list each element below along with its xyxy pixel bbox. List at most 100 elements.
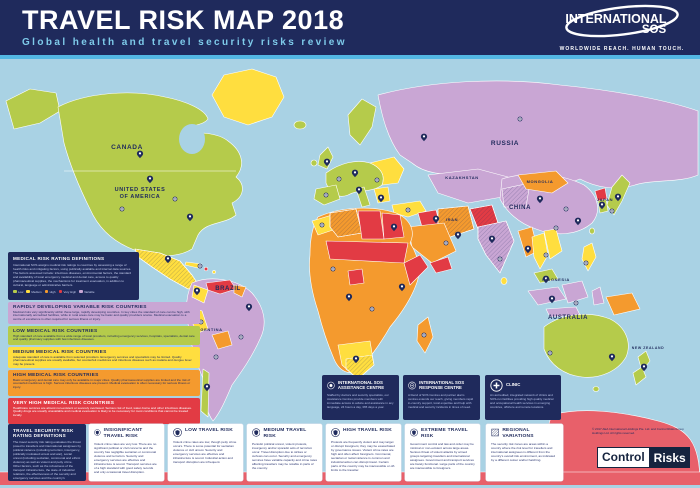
clinic-location-icon xyxy=(323,192,329,198)
security-risk-card: EXTREME TRAVEL RISK Government control an… xyxy=(405,424,480,481)
page-title: TRAVEL RISK MAP 2018 xyxy=(22,5,345,35)
card-body: Violent crime rates are low, though pett… xyxy=(173,439,237,464)
clinic-location-icon xyxy=(563,206,569,212)
country-libya xyxy=(357,210,385,240)
assistance-centre-pin-icon xyxy=(355,186,363,195)
medical-definitions-box: MEDICAL RISK RATING DEFINITIONS Internat… xyxy=(8,252,139,300)
country-label: ARGENTINA xyxy=(193,327,222,332)
clinic-location-icon xyxy=(553,225,559,231)
security-risk-card: INSIGNIFICANT TRAVEL RISK Violent crime r… xyxy=(89,424,164,481)
clinic-location-icon xyxy=(119,206,125,212)
page-subtitle: Global health and travel security risks … xyxy=(22,37,347,48)
security-definitions-body: The travel security risk rating evaluate… xyxy=(13,440,81,481)
country-label: RUSSIA xyxy=(491,140,519,147)
country-chile xyxy=(200,368,210,418)
country-tasmania xyxy=(592,386,600,392)
card-head: EXTREME TRAVEL RISK xyxy=(410,428,475,439)
country-australia xyxy=(543,314,629,378)
color-swatch-label: Medium xyxy=(31,289,42,294)
country-bolivia xyxy=(211,330,233,350)
clinic-location-icon xyxy=(609,208,615,214)
country-haiti xyxy=(203,266,209,272)
clinic-location-icon xyxy=(319,222,325,228)
country-borneo xyxy=(561,280,589,304)
response-centre-icon xyxy=(408,381,416,390)
clinic-location-icon xyxy=(238,334,244,340)
card-body: Government control and law and order may… xyxy=(410,441,475,470)
color-swatch-label: Variable xyxy=(84,289,95,294)
color-swatch-label: High xyxy=(49,289,56,294)
color-swatch-label: Low xyxy=(18,289,24,294)
country-new-zealand-south xyxy=(632,366,647,386)
country-sahel xyxy=(325,240,409,264)
control-risks-logo-risks: Risks xyxy=(649,447,690,468)
country-guyanas xyxy=(233,284,247,298)
shield-icon xyxy=(252,428,261,437)
assistance-centre-pin-icon xyxy=(574,217,582,226)
centre-body: An accredited, integrated network of cli… xyxy=(490,393,554,409)
clinic-location-icon xyxy=(547,350,553,356)
assistance-centre-pin-icon xyxy=(146,175,154,184)
country-iceland xyxy=(293,120,307,130)
assistance-centre-pin-icon xyxy=(193,287,201,296)
security-risk-card: REGIONAL VARIATIONS The security risk zon… xyxy=(486,424,563,481)
control-risks-logo: Control Risks xyxy=(597,447,690,468)
security-risk-card: HIGH TRAVEL RISK Protests are frequently … xyxy=(326,424,401,481)
country-venezuela xyxy=(205,279,237,295)
card-body: Protests are frequently violent and may … xyxy=(331,439,396,472)
medical-key-chip: Variable xyxy=(79,290,94,294)
centre-box: CLINIC An accredited, integrated network … xyxy=(485,375,561,420)
country-west-china-hatch xyxy=(501,182,531,208)
clinic-location-icon xyxy=(583,260,589,266)
centre-box: INTERNATIONAL SOS RESPONSE CENTRE A blend… xyxy=(403,375,480,420)
assistance-centre-icon xyxy=(327,381,335,390)
country-somalia xyxy=(403,254,429,286)
country-label: CANADA xyxy=(111,144,143,151)
control-risks-logo-control: Control xyxy=(597,447,650,468)
assistance-centre-pin-icon xyxy=(548,295,556,304)
clinic-location-icon xyxy=(172,196,178,202)
medical-category-body: High standard of care available from a w… xyxy=(13,333,195,342)
title-block: TRAVEL RISK MAP 2018 Global health and t… xyxy=(22,5,347,49)
country-label: BRAZIL xyxy=(215,286,241,292)
security-risk-card: LOW TRAVEL RISK Violent crime rates are l… xyxy=(168,424,243,481)
centre-head: CLINIC xyxy=(490,379,556,392)
fine-print: © 2017 AEA International Holdings Pte. L… xyxy=(592,427,684,435)
clinic-location-icon xyxy=(330,266,336,272)
card-head: HIGH TRAVEL RISK xyxy=(331,428,396,437)
centre-head: INTERNATIONAL SOS ASSISTANCE CENTRE xyxy=(327,379,394,392)
card-title: LOW TRAVEL RISK xyxy=(185,428,233,433)
country-vietnam xyxy=(543,228,563,260)
card-title: MEDIUM TRAVEL RISK xyxy=(263,428,307,439)
shield-icon xyxy=(173,428,182,437)
clinic-location-icon xyxy=(543,252,549,258)
assistance-centre-pin-icon xyxy=(488,235,496,244)
country-sulawesi xyxy=(591,286,605,306)
centre-title: INTERNATIONAL SOS RESPONSE CENTRE xyxy=(419,379,465,390)
clinic-location-icon xyxy=(336,176,342,182)
assistance-centre-pin-icon xyxy=(598,201,606,210)
card-head: LOW TRAVEL RISK xyxy=(173,428,238,437)
country-mongolia xyxy=(517,170,569,194)
assistance-centre-pin-icon xyxy=(432,215,440,224)
centre-box: INTERNATIONAL SOS ASSISTANCE CENTRE Staff… xyxy=(322,375,399,420)
header-bar: TRAVEL RISK MAP 2018 Global health and t… xyxy=(0,0,700,59)
international-sos-logo: INTERNATIONAL SOS WORLDWIDE REACH. HUMAN… xyxy=(558,4,686,52)
medical-key-chip: Low xyxy=(13,290,23,294)
country-thailand xyxy=(531,232,549,270)
sos-swoosh-icon: INTERNATIONAL SOS xyxy=(565,4,679,38)
medical-category-box: LOW MEDICAL RISK COUNTRIES High standard … xyxy=(8,326,200,345)
card-head: REGIONAL VARIATIONS xyxy=(491,428,558,439)
country-label: CHINA xyxy=(509,205,531,211)
assistance-centre-pin-icon xyxy=(323,158,331,167)
color-swatch xyxy=(79,289,83,294)
map-pins-layer xyxy=(119,116,648,392)
medical-definitions-title: MEDICAL RISK RATING DEFINITIONS xyxy=(13,256,105,261)
assistance-centre-pin-icon xyxy=(420,133,428,142)
country-label: JAPAN xyxy=(597,197,613,202)
clinic-location-icon xyxy=(443,240,449,246)
country-saudi-arabia xyxy=(407,222,457,264)
